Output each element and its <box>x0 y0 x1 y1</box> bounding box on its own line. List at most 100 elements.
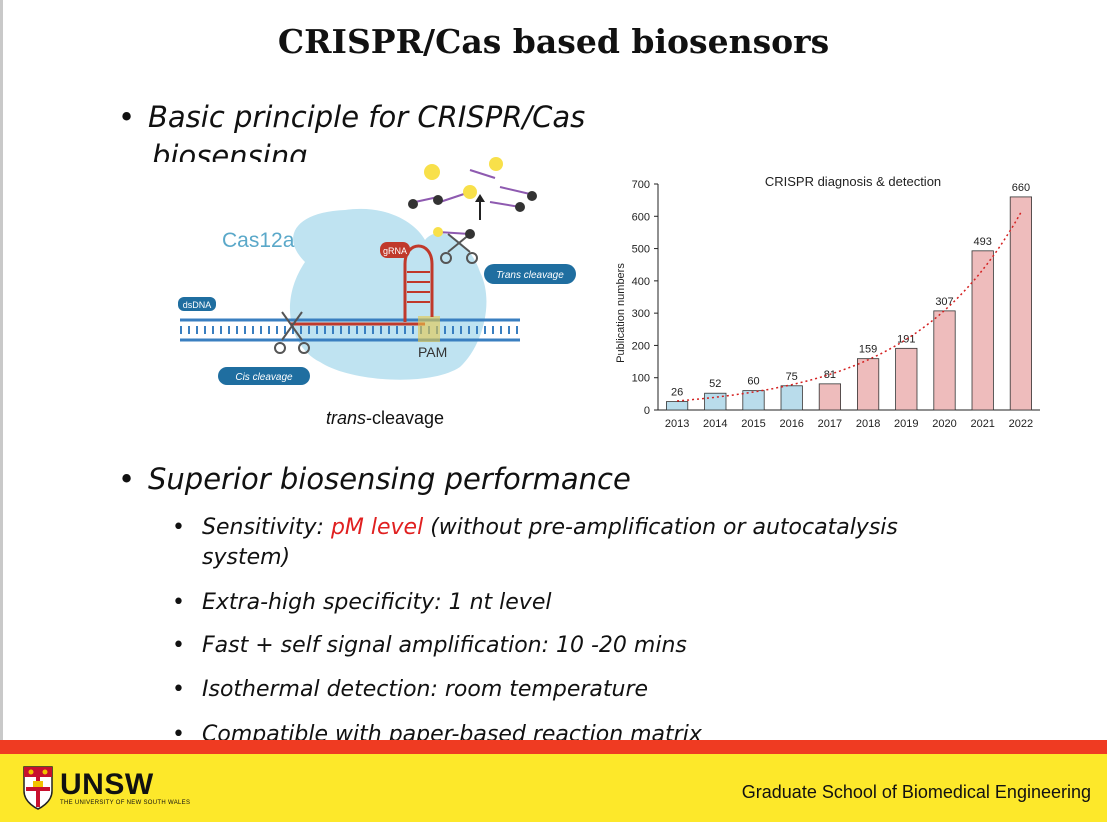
chart-y-tick-label: 100 <box>632 373 650 385</box>
chart-bars <box>666 196 1032 411</box>
sensitivity-prefix: Sensitivity: <box>202 515 331 540</box>
chart-trendline <box>677 212 1022 402</box>
cis-cleavage-label: Cis cleavage <box>235 372 293 383</box>
chart-y-tick-label: 700 <box>632 179 650 191</box>
chart-data-label: 159 <box>859 344 877 356</box>
unsw-logo: UNSW THE UNIVERSITY OF NEW SOUTH WALES <box>22 762 190 814</box>
chart-data-label: 60 <box>747 376 759 388</box>
chart-data-label: 660 <box>1012 182 1030 194</box>
chart-y-tick-label: 500 <box>632 244 650 256</box>
caption-italic: trans <box>326 408 366 428</box>
chart-title: CRISPR diagnosis & detection <box>765 174 941 189</box>
sub-bullet-dot: • <box>172 677 185 702</box>
logo-subtitle: THE UNIVERSITY OF NEW SOUTH WALES <box>60 800 191 806</box>
dsdna-label: dsDNA <box>183 300 212 310</box>
chart-bar <box>1009 196 1032 411</box>
cas12a-label: Cas12a <box>222 229 295 252</box>
chart-bar <box>971 250 994 411</box>
cis-scissors-icon <box>274 311 310 354</box>
chart-ylabel: Publication numbers <box>615 263 627 363</box>
chart-data-label: 191 <box>897 333 915 345</box>
cas12a-protein-shape <box>289 208 487 380</box>
chart-bar <box>895 347 918 411</box>
chart-y-tick-label: 200 <box>632 340 650 352</box>
sub-bullet-dot: • <box>172 515 185 540</box>
chart-bar <box>818 383 841 411</box>
bullet-superior-performance-text: Superior biosensing performance <box>148 462 631 496</box>
chart-bar <box>933 310 956 411</box>
cas12a-mechanism-diagram: Cas12a gRNA dsDNA PAM Cis cleavage Trans… <box>178 157 576 428</box>
sub-bullet-specificity: • Extra-high specificity: 1 nt level <box>172 590 551 615</box>
bullet-basic-principle-cont: biosensing <box>152 143 308 162</box>
chart-bar <box>666 401 689 411</box>
slide-title: CRISPR/Cas based biosensors <box>277 22 830 61</box>
specificity-text: Extra-high specificity: 1 nt level <box>202 590 552 615</box>
sub-bullet-isothermal: • Isothermal detection: room temperature <box>172 677 648 702</box>
chart-bar <box>780 385 803 411</box>
trans-cleavage-label: Trans cleavage <box>496 270 564 281</box>
caption-rest: -cleavage <box>366 408 444 428</box>
chart-x-tick-label: 2018 <box>856 418 880 430</box>
chart-x-ticks: 2013 2014 2015 2016 2017 2018 2019 2020 2021 2022 <box>665 418 1033 430</box>
chart-x-tick-label: 2015 <box>741 418 765 430</box>
reporter-fluorophores <box>424 157 503 237</box>
chart-data-label: 307 <box>935 296 953 308</box>
chart-bar <box>857 358 880 411</box>
sensitivity-highlight: pM level <box>330 515 424 540</box>
footer-department: Graduate School of Biomedical Engineerin… <box>741 782 1091 802</box>
reporter-quenchers <box>408 191 537 239</box>
chart-x-tick-label: 2017 <box>818 418 842 430</box>
pam-label: PAM <box>418 344 447 360</box>
sub-bullet-sensitivity-line2: system) <box>202 545 291 570</box>
bullet-superior-performance: • Superior biosensing performance <box>118 462 631 496</box>
grna-label: gRNA <box>383 246 407 256</box>
trans-cleavage-badge <box>484 264 576 284</box>
chart-y-tick-label: 400 <box>632 276 650 288</box>
dsdna-badge <box>178 297 216 311</box>
bullet-basic-principle-clipped-line: biosensing <box>152 143 532 162</box>
chart-x-tick-label: 2019 <box>894 418 918 430</box>
chart-y-tick-label: 0 <box>644 405 650 417</box>
chart-x-tick-label: 2016 <box>779 418 803 430</box>
chart-data-label: 26 <box>671 387 683 399</box>
grna-badge <box>380 242 410 258</box>
sub-bullet-sensitivity: • Sensitivity: pM level (without pre-ampl… <box>172 515 898 540</box>
cis-cleavage-badge <box>218 367 310 385</box>
bullet-basic-principle: • Basic principle for CRISPR/Cas <box>118 100 585 134</box>
chart-data-label: 75 <box>786 371 798 383</box>
bullet-dot: • <box>118 100 136 134</box>
footer-red-band <box>0 740 1107 754</box>
fluorescent-reporters <box>414 169 531 235</box>
sub-bullet-fast: • Fast + self signal amplification: 10 -2… <box>172 633 687 658</box>
sensitivity-suffix: (without pre-amplification or autocataly… <box>423 515 898 540</box>
publication-bar-chart: CRISPR diagnosis & detection Publication… <box>615 174 1040 430</box>
chart-x-tick-label: 2020 <box>932 418 956 430</box>
diagram-caption: trans-cleavage <box>326 408 444 428</box>
isothermal-text: Isothermal detection: room temperature <box>202 677 649 702</box>
chart-bar <box>742 390 765 411</box>
chart-data-label: 52 <box>709 378 721 390</box>
bullet-basic-principle-text: Basic principle for CRISPR/Cas <box>148 100 586 134</box>
chart-x-tick-label: 2014 <box>703 418 727 430</box>
chart-x-tick-label: 2021 <box>970 418 994 430</box>
chart-x-tick-label: 2013 <box>665 418 689 430</box>
bullet-dot: • <box>118 462 136 496</box>
chart-y-ticks: 0 100 200 300 400 500 600 700 <box>632 179 658 417</box>
pam-site <box>418 316 440 342</box>
chart-bar <box>704 392 727 411</box>
logo-wordmark: UNSW <box>60 768 154 801</box>
sub-bullet-dot: • <box>172 633 185 658</box>
sub-bullet-dot: • <box>172 590 185 615</box>
fast-text: Fast + self signal amplification: 10 -20… <box>202 633 687 658</box>
chart-y-tick-label: 300 <box>632 308 650 320</box>
chart-y-tick-label: 600 <box>632 211 650 223</box>
slide-left-edge <box>0 0 3 740</box>
grna-hairpin-rungs <box>407 271 430 303</box>
unsw-crest-icon <box>23 766 53 810</box>
chart-x-tick-label: 2022 <box>1009 418 1033 430</box>
signal-arrowhead <box>475 194 485 202</box>
grna-hairpin <box>403 244 434 322</box>
dsdna-strands <box>180 318 520 342</box>
chart-data-label: 493 <box>974 236 992 248</box>
